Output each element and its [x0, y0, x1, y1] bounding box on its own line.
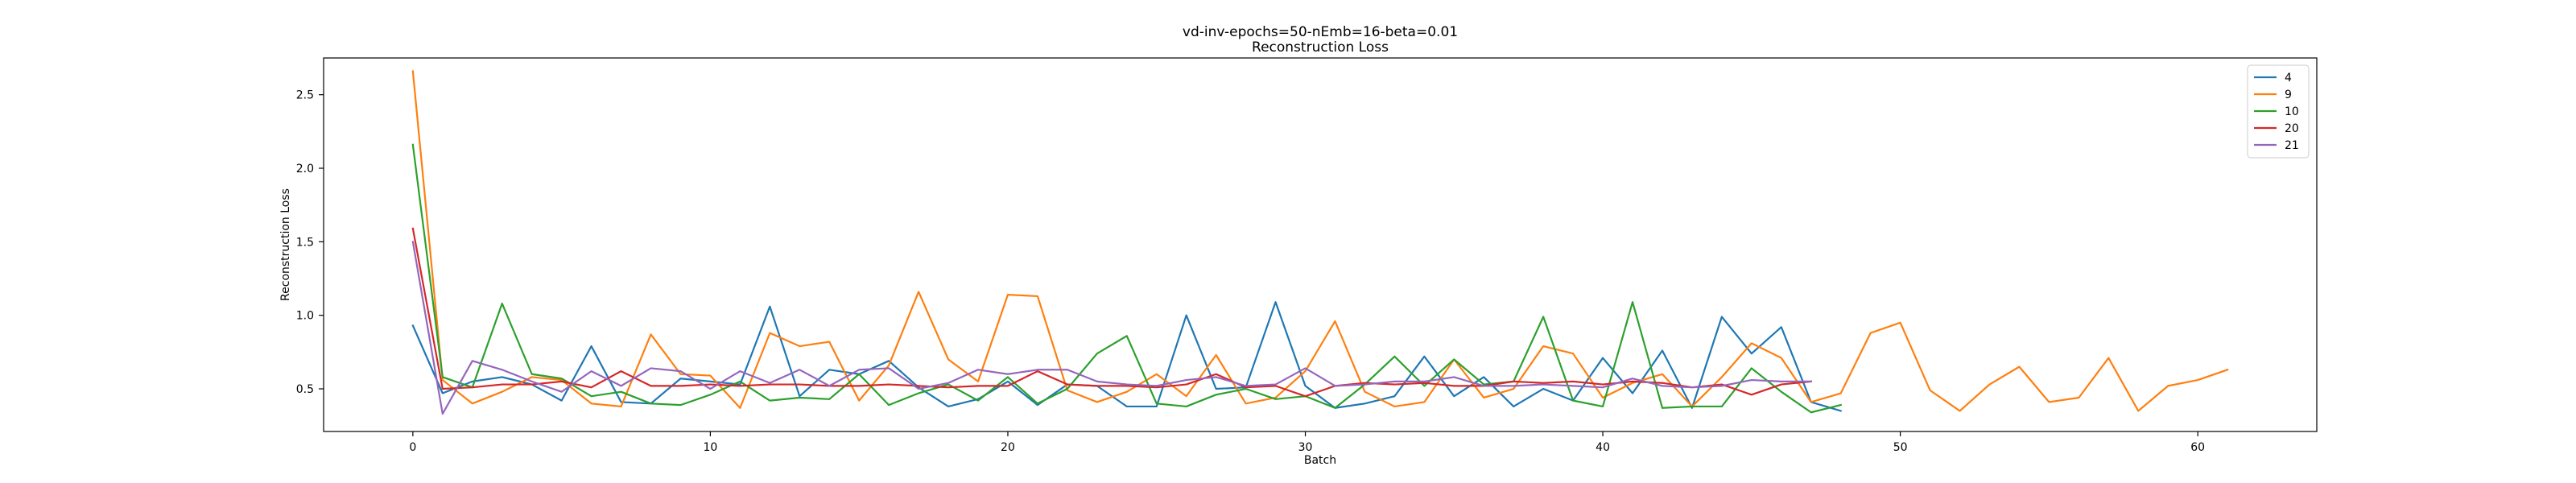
- series-line-20: [411, 227, 1812, 398]
- x-tick-label: 0: [409, 441, 416, 454]
- x-axis-label: Batch: [1304, 454, 1336, 467]
- legend-label-4: 4: [2285, 72, 2292, 85]
- legend-label-20: 20: [2285, 122, 2299, 135]
- y-axis-label: Reconstruction Loss: [279, 188, 292, 301]
- chart-title: vd-inv-epochs=50-nEmb=16-beta=0.01: [1183, 24, 1458, 40]
- chart-subtitle: Reconstruction Loss: [1252, 39, 1389, 56]
- series-line-21: [411, 241, 1812, 415]
- plot-area-frame: [323, 57, 2318, 432]
- series-line-9: [411, 70, 2229, 412]
- y-tick-label: 2.5: [296, 89, 314, 102]
- series-line-10: [411, 143, 1843, 414]
- x-axis-ticks: 0 10 20 30 40 50 60: [409, 431, 2205, 454]
- y-tick-label: 0.5: [296, 383, 314, 396]
- y-tick-label: 1.5: [296, 236, 314, 249]
- x-tick-label: 10: [704, 441, 718, 454]
- x-tick-label: 50: [1893, 441, 1908, 454]
- x-tick-label: 30: [1298, 441, 1313, 454]
- x-tick-label: 60: [2190, 441, 2205, 454]
- x-tick-label: 40: [1596, 441, 1610, 454]
- x-tick-label: 20: [1001, 441, 1015, 454]
- legend: 4 9 10 20 21: [2247, 64, 2310, 159]
- y-tick-label: 2.0: [296, 163, 314, 175]
- legend-label-9: 9: [2285, 89, 2292, 101]
- legend-label-10: 10: [2285, 105, 2299, 118]
- legend-frame: [2247, 64, 2310, 159]
- legend-label-21: 21: [2285, 139, 2299, 152]
- y-axis-ticks: 0.5 1.0 1.5 2.0 2.5: [296, 89, 324, 396]
- series-layer: [411, 70, 2229, 415]
- y-tick-label: 1.0: [296, 310, 314, 323]
